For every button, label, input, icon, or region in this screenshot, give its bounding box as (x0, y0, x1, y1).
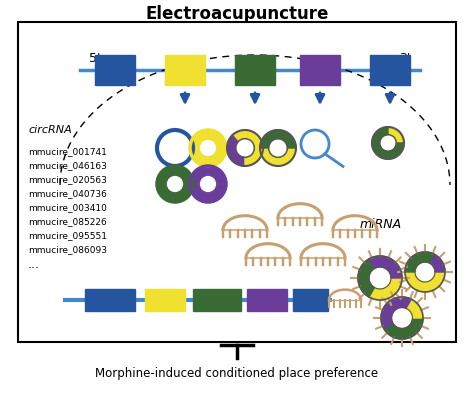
Polygon shape (260, 130, 296, 148)
Polygon shape (430, 255, 445, 272)
Bar (165, 55, 205, 85)
Bar (95, 55, 135, 85)
Circle shape (190, 130, 226, 166)
Text: mmucire_020563: mmucire_020563 (28, 175, 107, 185)
Text: Morphine-induced conditioned place preference: Morphine-induced conditioned place prefe… (95, 368, 379, 380)
Polygon shape (381, 297, 412, 328)
Text: mmucire_086093: mmucire_086093 (28, 245, 107, 254)
Circle shape (157, 166, 193, 202)
Text: mmucire_001741: mmucire_001741 (28, 148, 107, 156)
Polygon shape (405, 252, 435, 272)
Text: mmucire_040736: mmucire_040736 (28, 189, 107, 198)
Bar (235, 55, 275, 85)
Text: mmucire_046163: mmucire_046163 (28, 162, 107, 170)
Circle shape (190, 166, 226, 202)
Polygon shape (369, 278, 402, 300)
Bar (247, 289, 287, 311)
Text: 5': 5' (89, 52, 101, 64)
Polygon shape (388, 127, 404, 143)
Bar (370, 55, 410, 85)
Text: circRNA: circRNA (28, 125, 72, 135)
Circle shape (199, 175, 218, 193)
Text: mmucire_085226: mmucire_085226 (28, 218, 107, 227)
Bar (193, 289, 241, 311)
Polygon shape (407, 300, 423, 318)
Text: ...: ... (28, 258, 40, 270)
Text: miRNA: miRNA (360, 218, 402, 231)
Text: mmucire_003410: mmucire_003410 (28, 204, 107, 212)
Polygon shape (405, 272, 445, 292)
Text: Electroacupuncture: Electroacupuncture (146, 5, 328, 23)
Polygon shape (358, 259, 374, 297)
Polygon shape (369, 256, 402, 278)
Polygon shape (384, 318, 423, 339)
Bar (293, 289, 328, 311)
Bar (300, 55, 340, 85)
Text: mmucire_095551: mmucire_095551 (28, 231, 107, 241)
Polygon shape (233, 130, 263, 166)
Bar (18, 22, 456, 342)
Text: 3': 3' (399, 52, 410, 64)
Circle shape (165, 175, 184, 193)
Circle shape (199, 139, 218, 157)
Polygon shape (372, 127, 404, 159)
Polygon shape (227, 134, 245, 166)
Bar (85, 289, 135, 311)
Polygon shape (260, 148, 296, 166)
Bar (145, 289, 185, 311)
